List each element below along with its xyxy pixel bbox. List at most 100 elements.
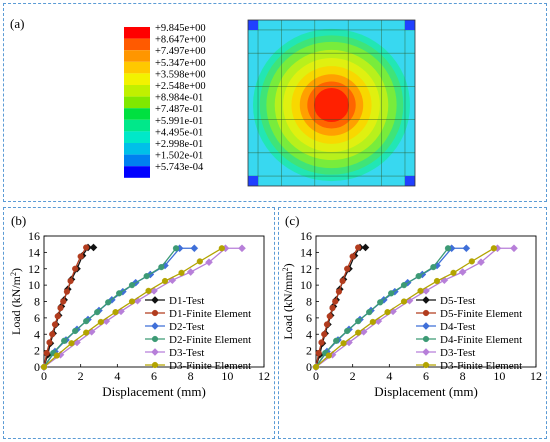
data-point [151, 335, 159, 343]
data-point [335, 288, 343, 295]
legend-swatch [124, 131, 150, 143]
data-point [53, 352, 60, 359]
data-point [490, 245, 497, 252]
data-point [54, 313, 61, 320]
data-point [72, 327, 79, 335]
data-point [458, 268, 467, 276]
data-point [172, 245, 180, 252]
data-point [186, 268, 195, 276]
y-tick-label: 12 [28, 262, 40, 276]
data-point [450, 269, 457, 276]
data-point [361, 243, 370, 252]
data-point [340, 340, 347, 347]
data-point [94, 309, 101, 316]
data-point [143, 273, 150, 280]
data-point [68, 340, 75, 347]
data-point [325, 352, 332, 359]
legend-value-label: +4.495e-01 [155, 127, 203, 138]
legend-value-label: +2.548e+00 [155, 81, 206, 92]
x-tick-label: 2 [350, 369, 356, 383]
x-tick-label: 0 [313, 369, 319, 383]
legend-label: D2-Test [169, 321, 204, 333]
data-point [128, 298, 136, 305]
series-d1-finite-element [40, 244, 90, 371]
data-point [355, 318, 362, 325]
data-point [83, 329, 90, 336]
legend-label: D4-Test [440, 321, 475, 333]
x-tick-label: 10 [493, 369, 505, 383]
panel-label: (c) [285, 213, 299, 228]
x-tick-label: 8 [188, 369, 194, 383]
legend-value-label: +8.984e-01 [155, 93, 203, 104]
data-point [151, 322, 159, 330]
series-line [43, 247, 223, 368]
data-point [388, 290, 395, 297]
data-point [422, 322, 430, 330]
data-point [63, 288, 71, 295]
data-point [89, 243, 98, 252]
panel-label: (b) [11, 213, 26, 228]
data-point [422, 348, 430, 356]
data-point [323, 321, 331, 328]
panel-c-frame [278, 207, 547, 439]
data-point [57, 304, 64, 312]
series-d4-finite-element [312, 245, 452, 371]
y-tick-label: 10 [28, 278, 40, 292]
data-point [430, 264, 437, 271]
data-point [329, 304, 336, 312]
data-point [158, 264, 165, 271]
data-point [477, 258, 485, 267]
data-point [145, 287, 152, 294]
data-point [161, 277, 169, 285]
data-point [339, 277, 346, 285]
legend-value-label: +9.845e+00 [155, 23, 206, 34]
legend-label: D1-Test [169, 295, 204, 307]
legend-label: D3-Test [440, 347, 475, 359]
data-point [178, 269, 185, 276]
data-point [315, 349, 322, 357]
corner-patch [248, 176, 258, 186]
y-tick-label: 16 [28, 229, 40, 243]
y-tick-label: 6 [34, 311, 40, 325]
panel-a-label: (a) [10, 16, 24, 31]
legend-value-label: +2.998e-01 [155, 139, 203, 150]
data-point [43, 349, 50, 357]
y-axis-label-end: ) [281, 263, 295, 267]
x-tick-label: 6 [423, 369, 429, 383]
y-tick-label: 8 [34, 295, 40, 309]
x-tick-label: 12 [258, 369, 270, 383]
contour-band [313, 87, 350, 123]
panel-a-frame [3, 3, 547, 202]
x-tick-label: 0 [41, 369, 47, 383]
x-tick-label: 10 [221, 369, 233, 383]
x-tick-label: 4 [114, 369, 120, 383]
legend-label: D4-Finite Element [440, 334, 522, 346]
series-line [315, 247, 495, 368]
legend-swatch [124, 27, 150, 39]
y-tick-label: 2 [306, 344, 312, 358]
legend-swatch [124, 50, 150, 62]
data-point [321, 331, 328, 338]
legend-swatch [124, 73, 150, 85]
y-tick-label: 0 [34, 360, 40, 374]
x-tick-label: 6 [151, 369, 157, 383]
data-point [190, 244, 199, 253]
y-axis-label-main: Load (kN/m [9, 275, 23, 335]
legend-swatch [124, 119, 150, 132]
y-tick-label: 4 [34, 327, 40, 341]
data-point [318, 339, 325, 346]
legend-swatch [124, 143, 150, 155]
data-point [384, 309, 391, 316]
data-point [77, 253, 84, 260]
legend-swatch [124, 61, 150, 74]
data-point [468, 258, 475, 265]
x-tick-label: 12 [530, 369, 542, 383]
legend-swatch [124, 85, 150, 97]
contour-legend: +9.845e+00+8.647e+00+7.497e+00+5.347e+00… [124, 23, 206, 178]
legend-value-label: +8.647e+00 [155, 35, 206, 46]
data-point [326, 313, 333, 320]
legend-value-label: +5.347e+00 [155, 58, 206, 69]
data-point [333, 337, 340, 344]
